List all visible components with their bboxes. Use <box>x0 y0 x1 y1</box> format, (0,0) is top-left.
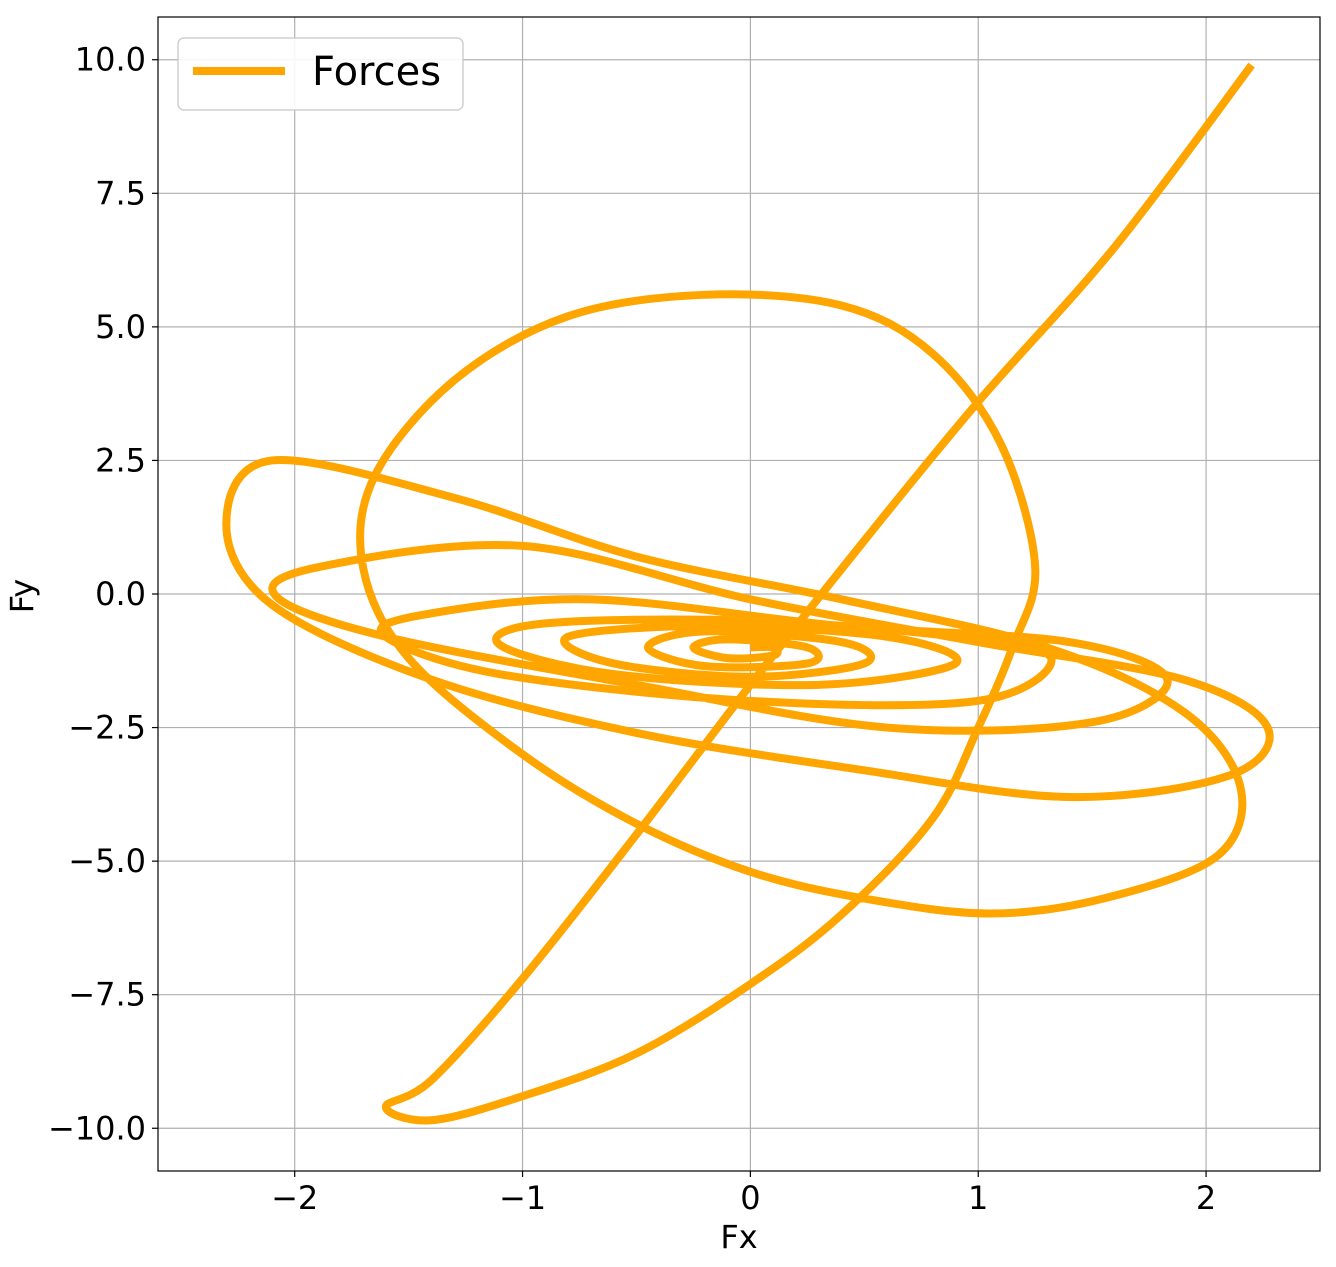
y-tick-label: −7.5 <box>68 976 146 1014</box>
series-lines <box>222 62 1274 1125</box>
y-tick-label: 5.0 <box>95 308 146 346</box>
y-tick-label: 0.0 <box>95 575 146 613</box>
y-tick-label: −2.5 <box>68 709 146 747</box>
x-tick-label: 1 <box>968 1179 988 1217</box>
series-line-forces <box>222 62 1274 1125</box>
y-axis-label: Fy <box>3 579 41 613</box>
y-tick-label: 2.5 <box>95 441 146 479</box>
x-tick-label: −1 <box>499 1179 546 1217</box>
y-tick-label: −10.0 <box>48 1109 146 1147</box>
x-axis-label: Fx <box>720 1218 757 1256</box>
x-tick-label: 0 <box>740 1179 760 1217</box>
legend: Forces <box>177 37 464 111</box>
x-tick-label: 2 <box>1196 1179 1216 1217</box>
y-tick-label: 10.0 <box>75 41 146 79</box>
y-tick-label: 7.5 <box>95 174 146 212</box>
axis-ticks: −2 −1 0 1 2 −10.0 −7.5 −5.0 −2.5 0.0 2.5 5.0 7.5 10.0 <box>48 41 1216 1217</box>
legend-box <box>177 37 464 111</box>
legend-label: Forces <box>312 49 441 95</box>
x-tick-label: −2 <box>271 1179 318 1217</box>
y-tick-label: −5.0 <box>68 842 146 880</box>
